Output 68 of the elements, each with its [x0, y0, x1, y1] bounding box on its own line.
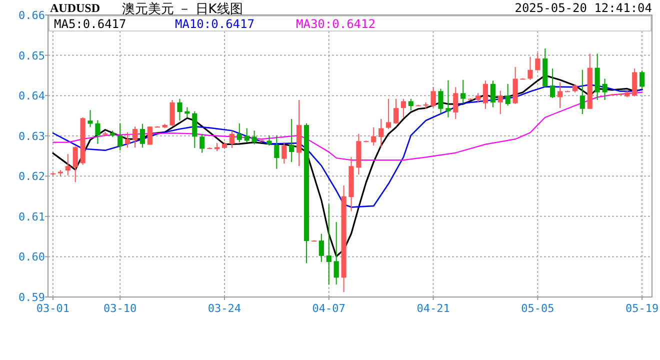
chart-subtitle: AUDUSD [50, 1, 100, 15]
y-tick-label: 0.66 [18, 9, 45, 22]
candlestick [386, 98, 392, 130]
x-tick-label: 03-01 [36, 302, 70, 315]
candlestick [170, 100, 175, 127]
legend: MA5:0.6417 MA10:0.6417 MA30:0.6412 [48, 16, 652, 32]
candlestick [289, 118, 294, 163]
candlestick [177, 98, 182, 122]
candlestick [400, 98, 406, 118]
chart-title: 澳元美元 － 日K线图 [122, 1, 243, 17]
x-tick-label: 05-05 [521, 302, 554, 315]
y-tick-label: 0.64 [18, 90, 46, 103]
candlestick [266, 134, 272, 146]
candlestick [229, 130, 234, 148]
candlestick [446, 80, 451, 118]
candlestick [140, 123, 145, 148]
candlestick [535, 52, 540, 72]
candlestick [640, 70, 645, 89]
candlestick [632, 68, 638, 97]
annotation: 2025-05-20 12:41:04 [514, 1, 652, 15]
candlestick [490, 80, 496, 108]
candlestick [438, 88, 444, 114]
candlestick [95, 120, 100, 144]
candlestick [118, 122, 123, 151]
candlestick [200, 133, 205, 154]
candlestick [252, 130, 257, 145]
y-tick-label: 0.59 [18, 291, 45, 304]
candlestick [318, 233, 324, 262]
candlestick [65, 153, 70, 176]
x-tick-label: 03-24 [208, 302, 242, 315]
candlestick [236, 122, 242, 143]
candlestick [282, 142, 287, 164]
candlestick [147, 126, 152, 146]
candlestick [326, 204, 332, 286]
candlestick [550, 68, 556, 98]
candlestick [192, 110, 198, 148]
candlestick [408, 98, 414, 111]
candlestick [482, 80, 488, 110]
candlestick [505, 83, 510, 106]
candlestick [430, 86, 436, 108]
x-tick-label: 05-19 [625, 302, 659, 315]
x-tick-label: 04-21 [416, 302, 450, 315]
y-tick-label: 0.61 [18, 210, 45, 224]
candlestick [453, 86, 458, 120]
candlestick [378, 118, 384, 148]
candlestick [475, 92, 481, 103]
candlestick [498, 90, 503, 115]
candlestick [558, 82, 563, 109]
candlestick [393, 98, 399, 124]
x-tick-label: 03-10 [104, 302, 137, 315]
y-tick-label: 0.62 [18, 170, 45, 184]
candlestick [460, 79, 466, 104]
line-series [52, 92, 643, 161]
candlestick [125, 132, 130, 148]
candlestick [88, 110, 93, 128]
candlestick [274, 134, 280, 170]
candlestick [72, 146, 78, 183]
x-tick-label: 04-07 [312, 302, 346, 315]
candlestick [371, 126, 376, 146]
candlestick [602, 78, 608, 101]
candlestick [580, 69, 585, 115]
candlestick [528, 56, 533, 80]
y-tick-label: 0.60 [18, 250, 45, 264]
y-tick-label: 0.65 [18, 49, 45, 62]
candlestick [244, 128, 250, 143]
y-tick-label: 0.63 [18, 130, 45, 143]
candlestick [132, 126, 138, 148]
candlestick [334, 222, 339, 286]
